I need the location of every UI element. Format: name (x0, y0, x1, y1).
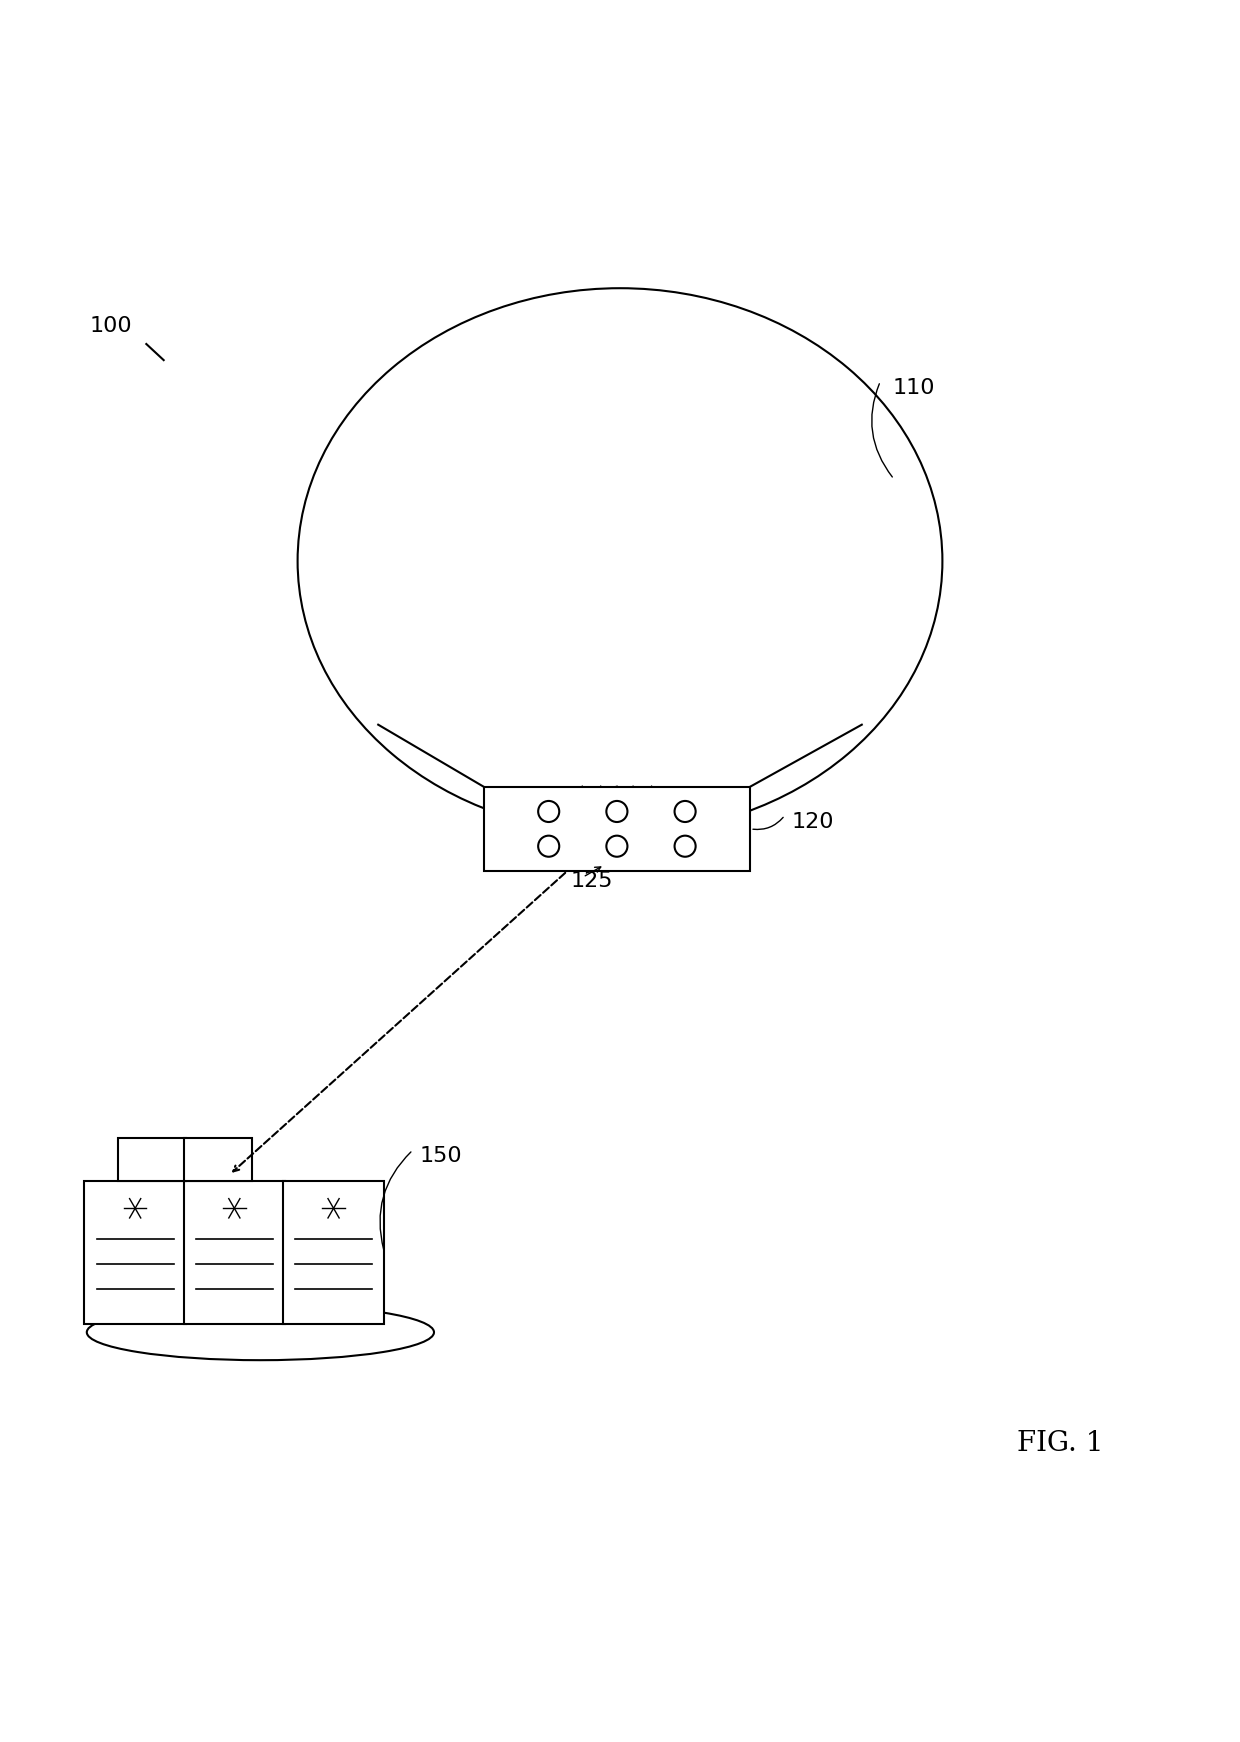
Bar (184, 1181, 285, 1324)
Bar (84, 1181, 186, 1324)
Text: 110: 110 (893, 378, 935, 397)
Bar (184, 1138, 252, 1181)
Text: 120: 120 (791, 812, 833, 831)
Bar (283, 1181, 384, 1324)
Text: 100: 100 (89, 315, 131, 336)
Text: 150: 150 (419, 1146, 461, 1167)
Bar (118, 1138, 186, 1181)
Bar (484, 787, 750, 871)
Text: 125: 125 (570, 871, 613, 892)
Text: FIG. 1: FIG. 1 (1017, 1430, 1104, 1458)
